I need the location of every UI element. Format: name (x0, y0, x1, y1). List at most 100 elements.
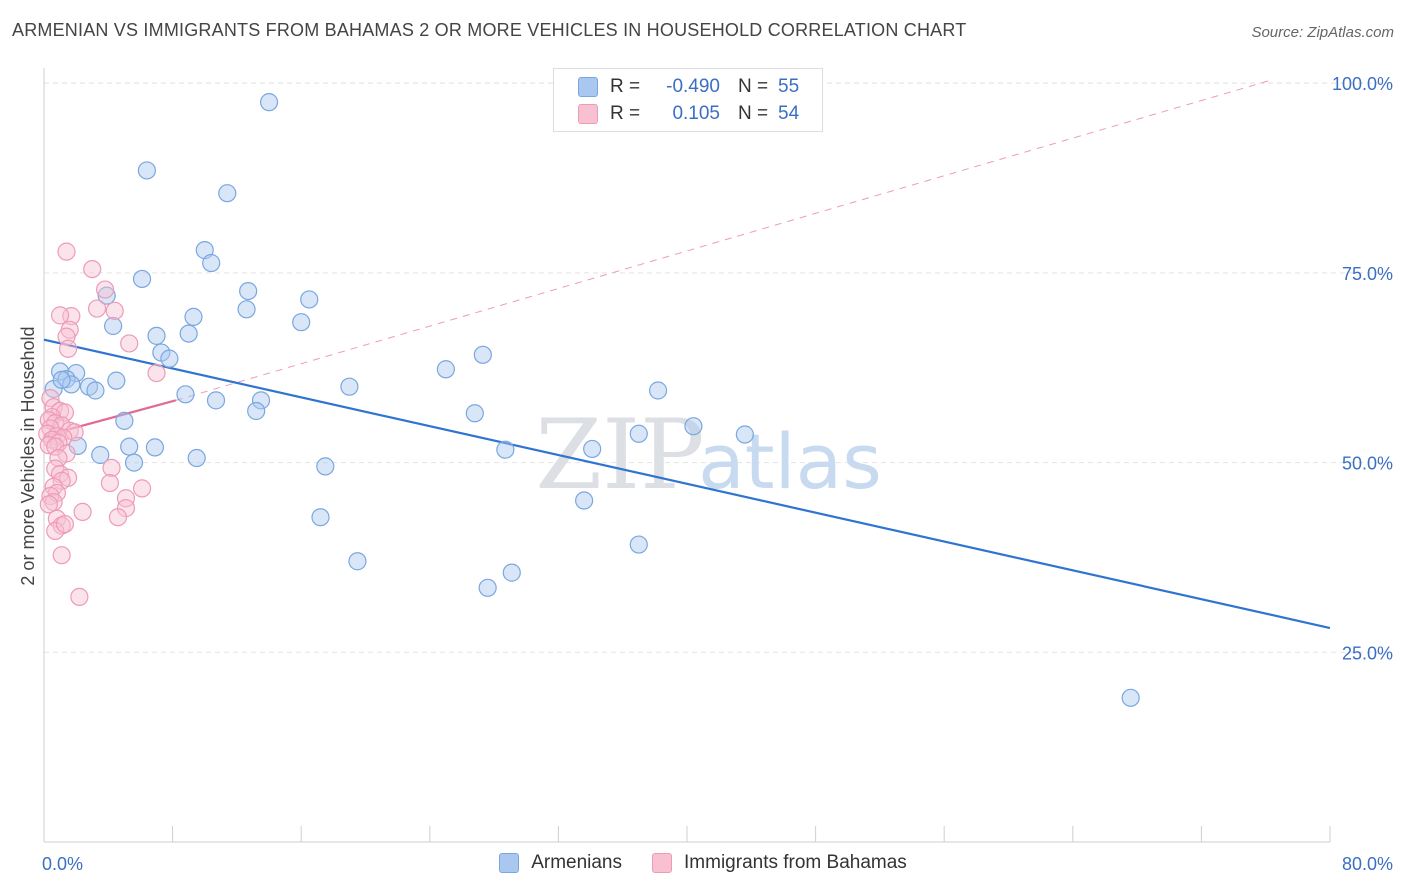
data-point-armenians (259, 93, 279, 112)
y-tick-label: 25.0% (1342, 643, 1393, 663)
watermark: ZIP atlas (535, 399, 881, 511)
grid-lines (44, 82, 1392, 653)
data-point-armenians (132, 269, 152, 289)
legend-label-armenians: Armenians (531, 852, 623, 873)
legend-label-bahamas: Immigrants from Bahamas (684, 852, 907, 873)
data-point-armenians (104, 316, 123, 336)
y-axis-label: 2 or more Vehicles in Household (18, 326, 38, 585)
data-point-armenians (124, 453, 144, 472)
data-point-bahamas (57, 242, 76, 261)
armenians-swatch (578, 77, 598, 97)
data-point-armenians (1121, 688, 1140, 707)
data-point-armenians (247, 401, 266, 421)
n-label: N = (738, 76, 769, 97)
data-point-armenians (473, 345, 492, 364)
data-point-bahamas (95, 280, 115, 299)
x-tick-label: 80.0% (1342, 854, 1393, 874)
data-point-armenians (648, 381, 668, 400)
data-point-armenians (57, 370, 76, 389)
data-point-armenians (684, 417, 703, 436)
data-point-armenians (107, 371, 126, 390)
data-point-armenians (184, 307, 203, 326)
data-point-armenians (311, 508, 330, 527)
data-point-armenians (147, 326, 166, 345)
data-point-armenians (502, 563, 521, 582)
data-point-armenians (251, 391, 271, 410)
data-point-bahamas (100, 473, 120, 493)
y-tick-label: 50.0% (1342, 454, 1393, 474)
r-value: -0.490 (666, 76, 720, 97)
source-label: Source: ZipAtlas.com (1251, 24, 1394, 41)
armenians-swatch (499, 853, 520, 873)
legend-item-armenians[interactable]: Armenians (499, 852, 622, 874)
r-label: R = (610, 103, 641, 124)
y-tick-label: 100.0% (1332, 74, 1393, 94)
legend-row-bahamas: R = 0.105 N = 54 (578, 101, 799, 127)
data-point-armenians (340, 377, 359, 396)
series-legend: Armenians Immigrants from Bahamas (0, 852, 1406, 874)
data-point-armenians (176, 385, 195, 404)
legend-row-armenians: R = -0.490 N = 55 (578, 74, 799, 100)
data-point-armenians (202, 253, 221, 273)
data-point-armenians (62, 375, 81, 394)
n-value: 55 (778, 76, 800, 97)
data-point-bahamas (55, 514, 74, 534)
bahamas-swatch (652, 853, 673, 873)
data-point-armenians (160, 349, 179, 368)
data-point-armenians (91, 445, 110, 465)
data-point-armenians (86, 381, 105, 400)
data-point-bahamas (87, 299, 107, 318)
watermark-atlas: atlas (698, 417, 882, 506)
data-point-bahamas (52, 546, 71, 565)
data-point-bahamas (46, 437, 65, 456)
data-point-armenians (120, 437, 139, 456)
data-point-bahamas (59, 339, 78, 358)
data-point-armenians (115, 411, 134, 430)
data-point-armenians (629, 535, 648, 554)
data-point-armenians (237, 300, 256, 319)
trend-lines (43, 78, 1331, 630)
data-point-armenians (478, 578, 497, 597)
y-tick-label: 75.0% (1342, 264, 1393, 284)
x-tick-label: 0.0% (42, 854, 83, 874)
data-point-armenians (97, 286, 116, 305)
data-point-armenians (179, 324, 198, 343)
data-point-armenians (137, 161, 156, 180)
data-point-armenians (348, 552, 367, 571)
data-points (38, 93, 1140, 707)
data-point-armenians (145, 438, 165, 457)
stats-legend: R = -0.490 N = 55 R = 0.105 N = 54 (553, 68, 823, 132)
data-point-bahamas (70, 587, 89, 607)
data-point-bahamas (105, 301, 124, 320)
data-point-armenians (583, 439, 602, 459)
r-value: 0.105 (672, 103, 720, 124)
bahamas-swatch (578, 104, 598, 124)
data-point-armenians (187, 448, 206, 468)
data-point-armenians (218, 184, 237, 203)
data-point-bahamas (102, 458, 121, 477)
data-point-bahamas (46, 521, 65, 540)
data-point-bahamas (120, 334, 139, 353)
data-point-bahamas (39, 436, 58, 455)
data-point-bahamas (49, 448, 68, 468)
data-point-bahamas (116, 489, 136, 508)
data-point-bahamas (73, 502, 92, 522)
trend-extension-1 (175, 78, 1274, 401)
data-point-armenians (52, 370, 71, 389)
data-point-armenians (206, 391, 226, 410)
data-point-armenians (292, 313, 311, 332)
data-point-bahamas (65, 423, 84, 442)
data-point-armenians (496, 440, 515, 459)
data-point-armenians (436, 360, 455, 379)
data-point-armenians (735, 425, 754, 444)
data-point-armenians (239, 281, 258, 301)
data-point-armenians (629, 424, 648, 443)
data-point-bahamas (108, 508, 128, 527)
n-value: 54 (778, 103, 800, 124)
data-point-bahamas (147, 363, 166, 383)
n-label: N = (738, 103, 769, 124)
legend-item-bahamas[interactable]: Immigrants from Bahamas (652, 852, 907, 874)
axes: 25.0% 50.0% 75.0% 100.0% 0.0% 80.0% (42, 68, 1393, 874)
watermark-zip: ZIP (535, 399, 704, 511)
